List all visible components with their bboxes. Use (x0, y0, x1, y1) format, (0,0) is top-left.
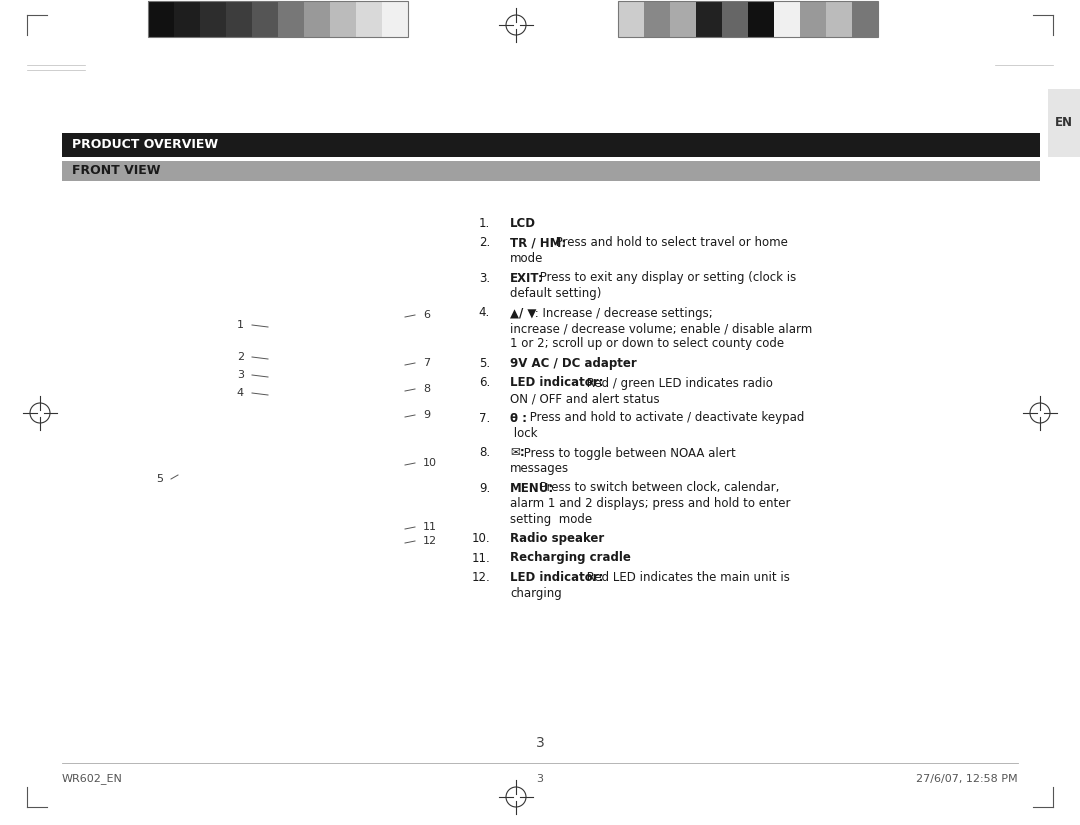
Text: ✉:: ✉: (510, 446, 525, 460)
Bar (696, 1, 723, 37)
Bar (774, 1, 800, 37)
Text: Recharging cradle: Recharging cradle (510, 551, 631, 564)
Bar (852, 1, 878, 37)
Text: TR / HM:: TR / HM: (510, 237, 566, 249)
Bar (800, 1, 826, 37)
Text: Press to exit any display or setting (clock is: Press to exit any display or setting (cl… (536, 271, 796, 285)
Bar (148, 1, 408, 37)
Text: 8.: 8. (478, 446, 490, 460)
Text: FRONT VIEW: FRONT VIEW (72, 164, 161, 177)
Text: 6.: 6. (478, 376, 490, 389)
Text: increase / decrease volume; enable / disable alarm: increase / decrease volume; enable / dis… (510, 322, 812, 335)
Text: 3: 3 (537, 774, 543, 784)
Text: default setting): default setting) (510, 287, 602, 300)
Text: WR602_EN: WR602_EN (62, 774, 123, 785)
Bar (200, 1, 226, 37)
Text: 11: 11 (423, 522, 437, 532)
Bar (62, 161, 1040, 181)
Bar (644, 1, 670, 37)
Text: Red / green LED indicates radio: Red / green LED indicates radio (583, 376, 772, 389)
Bar (356, 1, 382, 37)
Text: 10: 10 (423, 458, 437, 468)
Bar (1048, 89, 1080, 157)
Text: 4.: 4. (478, 307, 490, 319)
Text: 9.: 9. (478, 482, 490, 494)
Text: mode: mode (510, 252, 543, 265)
Text: 7: 7 (423, 358, 430, 368)
Text: 1: 1 (237, 320, 244, 330)
Text: 1.: 1. (478, 217, 490, 230)
Text: 12.: 12. (471, 571, 490, 584)
Text: 8: 8 (423, 384, 430, 394)
Text: setting  mode: setting mode (510, 512, 592, 526)
Bar (382, 1, 408, 37)
Text: LED indicator:: LED indicator: (510, 376, 604, 389)
Text: 3: 3 (237, 370, 244, 380)
Text: Red LED indicates the main unit is: Red LED indicates the main unit is (583, 571, 789, 584)
Text: 6: 6 (423, 310, 430, 320)
Bar (148, 1, 174, 37)
Bar (252, 1, 278, 37)
Bar (618, 1, 878, 37)
Text: charging: charging (510, 587, 562, 600)
Text: 11.: 11. (471, 551, 490, 564)
Text: messages: messages (510, 462, 569, 475)
Text: Press and hold to activate / deactivate keypad: Press and hold to activate / deactivate … (526, 412, 804, 425)
Bar (174, 1, 200, 37)
Bar (723, 1, 748, 37)
Bar (826, 1, 852, 37)
Text: 2: 2 (237, 352, 244, 362)
Bar (62, 133, 1040, 157)
Text: 4: 4 (237, 388, 244, 398)
Text: LED indicator:: LED indicator: (510, 571, 604, 584)
Text: ▲/ ▼: ▲/ ▼ (510, 307, 537, 319)
Text: 3: 3 (536, 736, 544, 750)
Text: 10.: 10. (471, 532, 490, 545)
Text: Radio speaker: Radio speaker (510, 532, 604, 545)
Text: Press to toggle between NOAA alert: Press to toggle between NOAA alert (521, 446, 737, 460)
Text: EXIT:: EXIT: (510, 271, 543, 285)
Text: Press to switch between clock, calendar,: Press to switch between clock, calendar, (536, 482, 780, 494)
Text: 9: 9 (423, 410, 430, 420)
Text: 9V AC / DC adapter: 9V AC / DC adapter (510, 357, 637, 370)
Text: EN: EN (1055, 116, 1074, 130)
Text: 5.: 5. (478, 357, 490, 370)
Bar (330, 1, 356, 37)
Text: alarm 1 and 2 displays; press and hold to enter: alarm 1 and 2 displays; press and hold t… (510, 497, 791, 510)
Text: 27/6/07, 12:58 PM: 27/6/07, 12:58 PM (916, 774, 1018, 784)
Text: MENU:: MENU: (510, 482, 554, 494)
Text: PRODUCT OVERVIEW: PRODUCT OVERVIEW (72, 139, 218, 152)
Text: LCD: LCD (510, 217, 536, 230)
Bar (670, 1, 696, 37)
Bar (303, 1, 330, 37)
Text: : Increase / decrease settings;: : Increase / decrease settings; (530, 307, 713, 319)
Text: 7.: 7. (478, 412, 490, 425)
Text: 2.: 2. (478, 237, 490, 249)
Text: lock: lock (510, 427, 538, 440)
Text: Press and hold to select travel or home: Press and hold to select travel or home (552, 237, 787, 249)
Text: 12: 12 (423, 536, 437, 546)
Bar (278, 1, 303, 37)
Bar (226, 1, 252, 37)
Text: θ :: θ : (510, 412, 527, 425)
Text: 1 or 2; scroll up or down to select county code: 1 or 2; scroll up or down to select coun… (510, 337, 784, 351)
Bar (618, 1, 644, 37)
Bar (748, 1, 774, 37)
Text: 5: 5 (156, 474, 163, 484)
Text: 3.: 3. (478, 271, 490, 285)
Text: ON / OFF and alert status: ON / OFF and alert status (510, 392, 660, 405)
